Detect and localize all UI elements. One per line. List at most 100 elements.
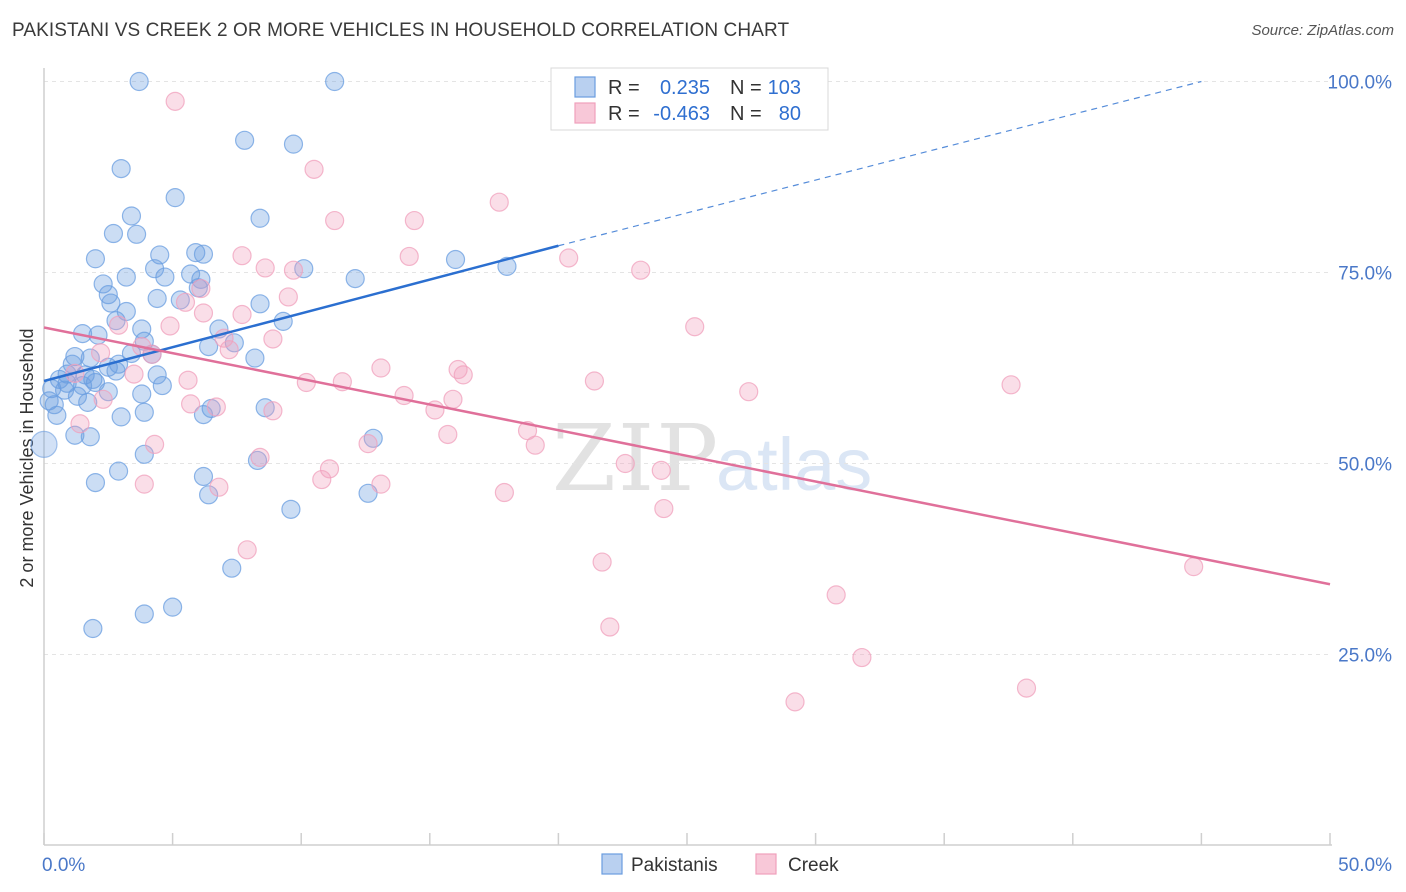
x-axis-ticks [43, 833, 1331, 845]
legend-r-label-blue: R = [608, 77, 640, 99]
bottom-legend-swatch-pakistanis [601, 853, 623, 875]
pakistanis-point [325, 71, 345, 92]
pakistanis-point [222, 558, 242, 578]
creek-point [181, 394, 201, 414]
legend-n-label-blue: N = [730, 77, 762, 99]
creek-point [826, 585, 846, 605]
pakistanis-point [88, 325, 108, 345]
pakistanis-point [65, 346, 85, 367]
creek-point [489, 192, 509, 212]
creek-point [654, 498, 674, 519]
creek-point [1016, 678, 1037, 698]
bottom-legend-label-pakistanis: Pakistanis [631, 855, 718, 876]
pakistanis-point [147, 288, 167, 309]
creek-point [358, 434, 378, 454]
pakistanis-point [134, 402, 154, 422]
pakistanis-point [85, 473, 106, 493]
pakistanis-point [186, 243, 206, 263]
pakistanis-point [245, 348, 265, 368]
creek-point [399, 246, 419, 267]
creek-point [1184, 557, 1204, 577]
pakistanis-point [283, 134, 304, 154]
pakistanis-point [445, 249, 466, 270]
pakistanis-point [126, 224, 147, 244]
creek-point [438, 424, 458, 445]
creek-point [592, 552, 612, 572]
creek-point [559, 248, 579, 268]
watermark-zip: ZIP [552, 405, 720, 512]
creek-point [453, 365, 473, 385]
creek-point [178, 370, 198, 390]
legend-r-value-pink: -0.463 [653, 103, 710, 125]
pakistanis-point [108, 461, 129, 481]
creek-point [206, 397, 226, 417]
creek-point [494, 482, 514, 503]
pakistanis-point [47, 405, 67, 425]
pakistanis-point [129, 71, 149, 92]
pakistanis-point [147, 365, 167, 385]
creek-point [325, 210, 345, 231]
creek-point [191, 278, 211, 299]
pakistanis-point [121, 206, 142, 226]
pakistanis-point [83, 618, 103, 639]
creek-point [175, 292, 196, 312]
creek-point [93, 389, 113, 409]
pakistanis-point [93, 274, 113, 294]
x-tick-label-min: 0.0% [42, 855, 85, 876]
pakistanis-point-large [30, 430, 58, 458]
creek-point [600, 617, 620, 637]
creek-point [785, 692, 805, 712]
creek-point [852, 647, 872, 668]
creek-point [237, 540, 257, 560]
creek-point [296, 372, 316, 393]
creek-point [250, 447, 270, 467]
creek-point [263, 401, 283, 421]
y-tick-label-25: 25.0% [1338, 646, 1392, 667]
pakistanis-point [247, 450, 268, 471]
series-legend: Pakistanis Creek [601, 853, 839, 876]
creek-point [283, 260, 304, 280]
creek-point [584, 371, 605, 391]
pakistanis-point [132, 384, 152, 404]
legend-box [550, 67, 829, 131]
pakistanis-point [363, 428, 383, 448]
pakistanis-point [165, 188, 185, 208]
creek-point [631, 260, 651, 280]
source-note: Source: ZipAtlas.com [1251, 22, 1394, 39]
creek-point [209, 477, 229, 497]
creek-point [144, 434, 165, 454]
creek-point [255, 258, 275, 278]
correlation-legend: R = 0.235 N = 103 R = -0.463 N = 80 [550, 67, 829, 131]
pakistanis-point [235, 130, 255, 150]
pakistanis-point [497, 256, 517, 276]
pakistanis-point [152, 375, 172, 396]
creek-point [615, 453, 635, 474]
legend-n-value-blue: 103 [768, 77, 801, 99]
pakistanis-point [85, 249, 106, 269]
creek-point [232, 246, 252, 266]
y-tick-label-75: 75.0% [1338, 264, 1392, 285]
series-creek-points [65, 91, 1204, 712]
legend-swatch-blue [574, 76, 596, 98]
creek-point [651, 460, 671, 480]
creek-point [685, 317, 705, 337]
pakistanis-point [294, 259, 314, 279]
creek-point [304, 159, 324, 179]
pakistanis-point [163, 597, 183, 617]
bottom-legend-label-creek: Creek [788, 855, 839, 876]
creek-point [278, 287, 298, 307]
pakistanis-point [345, 269, 365, 289]
pakistanis-point [155, 267, 175, 287]
legend-swatch-pink [574, 102, 596, 124]
pakistanis-point [273, 311, 293, 331]
watermark-atlas: atlas [716, 423, 872, 506]
creek-point [312, 469, 332, 490]
pakistanis-point [78, 392, 98, 412]
pakistanis-point [65, 425, 85, 445]
pakistanis-trend-extension [558, 80, 1202, 247]
pakistanis-point [134, 444, 154, 464]
pakistanis-point [193, 244, 214, 264]
pakistanis-point [255, 398, 275, 418]
legend-n-label-pink: N = [730, 103, 762, 125]
pakistanis-point [101, 293, 121, 313]
